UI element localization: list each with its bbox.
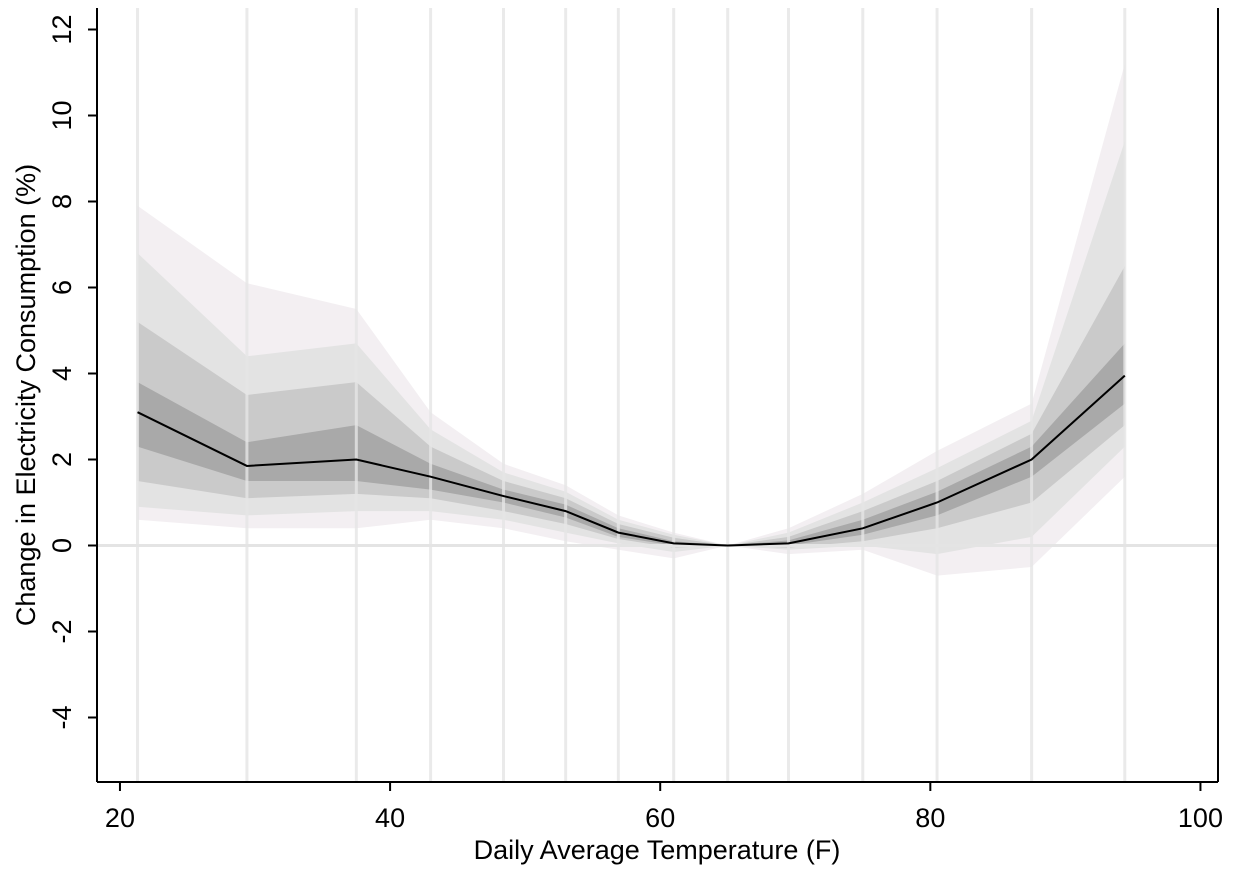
y-axis-title: Change in Electricity Consumption (%) (11, 164, 41, 626)
x-tick-label: 20 (105, 803, 135, 833)
y-tick-label: 2 (47, 452, 77, 467)
y-tick-label: 0 (47, 538, 77, 553)
y-tick-label: 8 (47, 194, 77, 209)
y-tick-label: -4 (47, 705, 77, 729)
x-tick-label: 60 (645, 803, 675, 833)
x-axis-title: Daily Average Temperature (F) (474, 835, 841, 865)
x-tick-label: 40 (375, 803, 405, 833)
y-tick-label: 6 (47, 280, 77, 295)
band (137, 343, 1125, 546)
line (137, 374, 1126, 547)
y-tick-label: 12 (47, 14, 77, 44)
x-tick-label: 80 (915, 803, 945, 833)
y-tick-label: -2 (47, 619, 77, 643)
y-tick-label: 10 (47, 100, 77, 130)
x-tick-label: 100 (1178, 803, 1223, 833)
y-tick-label: 4 (47, 366, 77, 381)
